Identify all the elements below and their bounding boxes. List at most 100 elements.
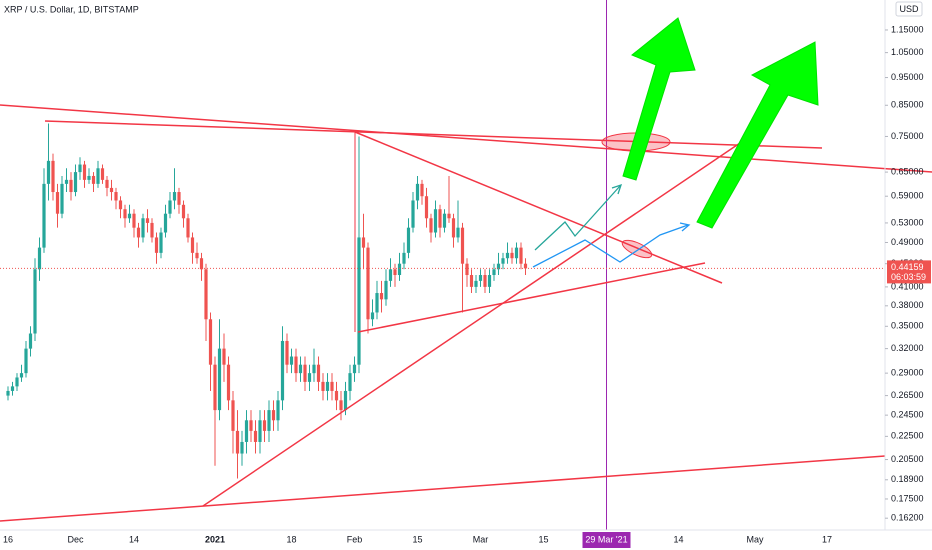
x-tick-label: Dec <box>67 534 84 544</box>
candle-body <box>10 386 15 391</box>
big-arrow <box>696 41 819 229</box>
candle-body <box>429 218 433 233</box>
y-tick-label: 0.16200 <box>891 513 924 523</box>
y-tick-label: 0.22500 <box>891 431 924 441</box>
candle-body <box>501 258 505 264</box>
price-area <box>0 0 885 530</box>
x-tick-label: May <box>746 534 764 544</box>
candle-body <box>154 237 159 253</box>
x-tick-label: 14 <box>129 534 139 544</box>
currency-box <box>895 1 923 17</box>
projection-arrowhead <box>679 222 691 232</box>
candle-body <box>172 192 177 201</box>
projection-arrowhead <box>611 183 623 195</box>
candle-body <box>447 213 451 219</box>
candle-body <box>141 218 145 238</box>
candle-body <box>118 200 123 210</box>
candle-body <box>366 247 370 320</box>
candle-body <box>199 258 204 270</box>
candle-body <box>28 333 33 349</box>
trend-line <box>357 262 706 333</box>
candle-body <box>132 213 136 228</box>
x-tick-label: Mar <box>473 534 489 544</box>
candle-body <box>402 252 406 264</box>
candle-body <box>82 164 87 180</box>
candle-body <box>384 280 388 300</box>
countdown-label: 06:03:59 <box>891 272 926 282</box>
candle-body <box>186 218 190 238</box>
candle-body <box>451 218 456 238</box>
candle-body <box>91 175 96 184</box>
y-tick-label: 0.53000 <box>891 217 924 227</box>
y-tick-label: 0.95000 <box>891 72 924 82</box>
candle-body <box>460 227 465 264</box>
candle-body <box>195 252 199 259</box>
candle-body <box>352 364 357 374</box>
candle-body <box>424 196 429 219</box>
candle-body <box>420 183 424 197</box>
candle-body <box>379 293 384 300</box>
trend-line <box>354 131 723 284</box>
y-tick-label: 0.17500 <box>891 493 924 503</box>
y-tick-label: 0.75000 <box>891 131 924 141</box>
candle-body <box>357 237 361 365</box>
candle-body <box>276 400 280 421</box>
currency-label: USD <box>899 4 919 14</box>
candle-body <box>375 293 379 313</box>
x-tick-label: 29 Mar '21 <box>585 534 627 544</box>
candle-body <box>73 172 78 193</box>
candle-body <box>492 269 496 276</box>
y-tick-label: 0.49000 <box>891 237 924 247</box>
candle-body <box>321 381 325 391</box>
candle-body <box>438 209 442 228</box>
candle-body <box>258 420 262 442</box>
candle-body <box>303 364 307 382</box>
candle-body <box>6 390 10 396</box>
x-tick-label: 2021 <box>205 534 225 544</box>
candle-body <box>312 364 316 374</box>
candle-body <box>456 227 460 238</box>
candle-body <box>469 275 474 287</box>
x-tick-label: 16 <box>3 534 13 544</box>
candle-body <box>433 209 438 233</box>
candle-body <box>96 168 100 184</box>
axes: 1.15000 1.05000 0.95000 0.85000 0.75000 0.650… <box>3 24 931 548</box>
candle-body <box>222 348 226 365</box>
y-tick-label: 1.05000 <box>891 47 924 57</box>
projection-path <box>534 185 621 251</box>
candle-body <box>33 269 37 334</box>
y-tick-label: 0.59000 <box>891 191 924 201</box>
candle-body <box>285 340 289 365</box>
y-tick-label: 0.24500 <box>891 410 924 420</box>
candle-body <box>127 213 132 219</box>
candle-body <box>240 441 244 454</box>
candle-body <box>474 280 478 287</box>
candle-body <box>109 187 114 193</box>
price-badge <box>887 260 931 284</box>
candle-body <box>150 222 154 238</box>
y-tick-label: 0.32000 <box>891 343 924 353</box>
candle-body <box>267 410 271 431</box>
candle-body <box>123 209 127 219</box>
x-tick-label: 17 <box>822 534 832 544</box>
candle-body <box>505 252 510 259</box>
big-arrow <box>622 17 696 181</box>
candle-body <box>105 179 109 188</box>
candle-body <box>168 200 172 214</box>
candle-body <box>478 275 483 281</box>
candle-body <box>370 312 375 320</box>
y-tick-label: 0.26500 <box>891 390 924 400</box>
candle-body <box>231 400 235 431</box>
candle-body <box>181 204 186 219</box>
candle-body <box>294 356 298 374</box>
trend-line <box>0 455 886 522</box>
candle-body <box>136 227 141 238</box>
x-tick-label: 15 <box>538 534 548 544</box>
x-tick-label: Feb <box>347 534 363 544</box>
trend-line <box>0 104 932 173</box>
candle-body <box>37 247 42 270</box>
trend-line <box>44 120 823 149</box>
candle-body <box>100 168 105 180</box>
candle-body <box>78 164 82 173</box>
candle-body <box>348 373 352 391</box>
